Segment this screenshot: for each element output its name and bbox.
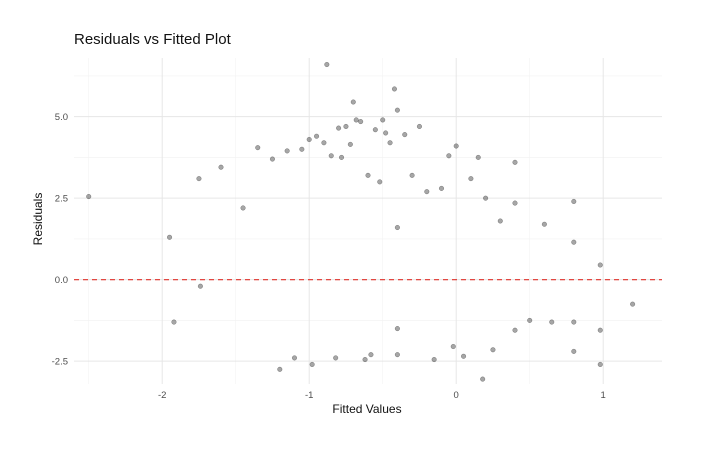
data-point bbox=[353, 117, 359, 123]
x-tick-label: 0 bbox=[454, 390, 459, 401]
data-point bbox=[328, 153, 334, 159]
data-point bbox=[365, 172, 371, 178]
x-tick-label: 1 bbox=[601, 390, 606, 401]
data-point bbox=[394, 107, 400, 113]
data-point bbox=[549, 319, 555, 325]
data-point bbox=[424, 189, 430, 195]
data-point bbox=[453, 143, 459, 149]
y-tick-label: 2.5 bbox=[55, 194, 68, 205]
x-tick-label: -2 bbox=[158, 390, 166, 401]
data-point bbox=[372, 127, 378, 133]
data-point bbox=[483, 195, 489, 201]
data-point bbox=[571, 319, 577, 325]
data-point bbox=[571, 348, 577, 354]
data-point bbox=[450, 344, 456, 350]
data-point bbox=[368, 352, 374, 358]
data-point bbox=[314, 133, 320, 139]
x-tick-label: -1 bbox=[305, 390, 313, 401]
data-point bbox=[197, 283, 203, 289]
data-point bbox=[350, 99, 356, 105]
data-point bbox=[377, 179, 383, 185]
data-point bbox=[394, 225, 400, 231]
y-tick-label: 5.0 bbox=[55, 112, 68, 123]
data-point bbox=[299, 146, 305, 152]
data-point bbox=[512, 200, 518, 206]
data-point bbox=[439, 185, 445, 191]
data-point bbox=[402, 132, 408, 138]
data-point bbox=[461, 353, 467, 359]
data-point bbox=[416, 123, 422, 129]
chart-title: Residuals vs Fitted Plot bbox=[74, 31, 232, 48]
data-point bbox=[333, 355, 339, 361]
data-point bbox=[446, 153, 452, 159]
data-point bbox=[324, 62, 330, 68]
data-point bbox=[527, 317, 533, 323]
data-point bbox=[309, 361, 315, 367]
data-point bbox=[240, 205, 246, 211]
y-tick-label: -2.5 bbox=[52, 357, 68, 368]
data-point bbox=[431, 357, 437, 363]
data-point bbox=[269, 156, 275, 162]
data-point bbox=[339, 154, 345, 160]
data-point bbox=[475, 154, 481, 160]
data-point bbox=[277, 366, 283, 372]
data-point bbox=[630, 301, 636, 307]
data-point bbox=[512, 327, 518, 333]
y-axis-label: Residuals bbox=[31, 193, 45, 246]
data-point bbox=[167, 234, 173, 240]
data-point bbox=[347, 141, 353, 147]
data-point bbox=[541, 221, 547, 227]
data-point bbox=[597, 262, 603, 268]
data-point bbox=[571, 239, 577, 245]
data-point bbox=[597, 327, 603, 333]
grid bbox=[74, 58, 662, 384]
data-point bbox=[394, 326, 400, 332]
data-point bbox=[394, 352, 400, 358]
data-point bbox=[292, 355, 298, 361]
data-point bbox=[362, 357, 368, 363]
data-point bbox=[387, 140, 393, 146]
data-point bbox=[196, 176, 202, 182]
data-point bbox=[321, 140, 327, 146]
data-point bbox=[255, 145, 261, 151]
points bbox=[86, 62, 636, 382]
data-point bbox=[409, 172, 415, 178]
data-point bbox=[380, 117, 386, 123]
data-point bbox=[490, 347, 496, 353]
data-point bbox=[468, 176, 474, 182]
data-point bbox=[383, 130, 389, 136]
data-point bbox=[358, 119, 364, 125]
data-point bbox=[497, 218, 503, 224]
data-point bbox=[306, 136, 312, 142]
data-point bbox=[597, 361, 603, 367]
data-point bbox=[86, 194, 92, 200]
x-axis-label: Fitted Values bbox=[332, 402, 401, 416]
data-point bbox=[218, 164, 224, 170]
data-point bbox=[571, 198, 577, 204]
data-point bbox=[343, 123, 349, 129]
data-point bbox=[512, 159, 518, 165]
data-point bbox=[336, 125, 342, 131]
data-point bbox=[284, 148, 290, 154]
data-point bbox=[171, 319, 177, 325]
data-point bbox=[480, 376, 486, 382]
y-tick-label: 0.0 bbox=[55, 275, 68, 286]
data-point bbox=[391, 86, 397, 92]
tick-labels: -2 -1 0 1 -2.5 0.0 2.5 5.0 bbox=[52, 112, 606, 401]
